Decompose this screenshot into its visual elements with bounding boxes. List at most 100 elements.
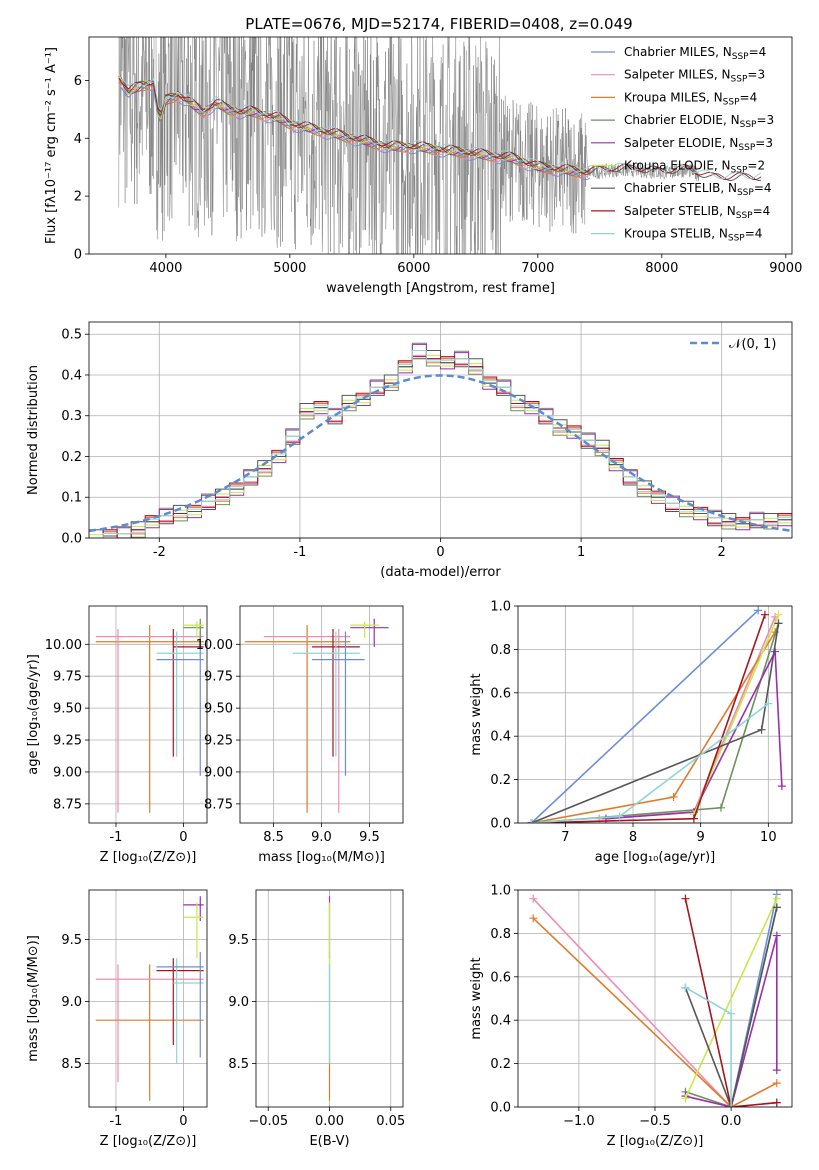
y-tick-label: 0.8 (490, 643, 511, 658)
axes-frame (88, 321, 793, 539)
x-tick-label: 8.5 (263, 830, 284, 845)
y-tick-label: 0 (74, 248, 82, 263)
legend-label-sub: SSP (731, 75, 748, 85)
y-tick-label: 0.3 (61, 409, 82, 424)
histogram-kroupa_stelib (89, 350, 792, 538)
legend-label-sub: SSP (736, 211, 753, 221)
axes-frame (88, 889, 208, 1108)
weight-marker (772, 1079, 781, 1088)
legend-label-main: Salpeter STELIB, N (624, 204, 736, 218)
legend-label-sub: SSP (740, 120, 757, 130)
x-tick-label: 6000 (397, 261, 430, 276)
y-tick-label: 1.0 (490, 600, 511, 615)
legend-label: Salpeter MILES, NSSP=3 (624, 68, 765, 85)
legend-label-main: Chabrier ELODIE, N (624, 113, 740, 127)
panel-residuals: -2 -1 0 1 2 0.0 0.1 0.2 0.3 0.4 0.5 (data-model)/er… (26, 321, 793, 580)
panel-weight_vs_age: 7 8 9 10 0.0 0.2 0.4 0.6 0.8 1.0 age [log₁₀(age/yr… (469, 600, 793, 865)
legend-label-tail: =3 (755, 136, 773, 150)
x-tick-label: 5000 (273, 261, 306, 276)
y-tick-label: 6 (74, 74, 82, 89)
x-tick-label: 0.00 (315, 1114, 344, 1129)
legend-label-tail: =4 (753, 204, 771, 218)
y-tick-label: 9.0 (228, 995, 249, 1010)
plot-area (244, 618, 389, 813)
weight-marker (727, 1103, 736, 1107)
legend-label-tail: =4 (745, 227, 763, 241)
legend: Chabrier MILES, NSSP=4 Salpeter MILES, NS… (591, 45, 774, 244)
legend-label: Salpeter STELIB, NSSP=4 (624, 204, 770, 221)
weight-marker (669, 792, 678, 801)
y-axis-label: Normed distribution (26, 365, 41, 495)
legend-label-sub: SSP (731, 166, 748, 176)
x-tick-label: 1 (577, 545, 585, 560)
y-tick-label: 9.00 (204, 765, 233, 780)
y-tick-label: 0.0 (490, 1101, 511, 1116)
x-tick-label: -1 (109, 1114, 122, 1129)
x-axis-label: wavelength [Angstrom, rest frame] (326, 281, 555, 296)
y-tick-label: 1.0 (490, 884, 511, 899)
weight-marker (774, 610, 783, 619)
panel-age_vs_mass: 8.5 9.0 9.5 8.75 9.00 9.25 9.50 9.75 10.00 mass [… (196, 605, 404, 865)
y-tick-label: 2 (74, 190, 82, 205)
plot-area (527, 606, 786, 823)
weight-marker (689, 814, 698, 823)
legend-label-tail: =4 (749, 45, 767, 59)
weight-marker (772, 903, 781, 912)
x-tick-label: 0 (179, 830, 187, 845)
legend-label-tail: =2 (747, 159, 765, 173)
panel-mass_vs_z: -1 0 8.5 9.0 9.5 Z [log₁₀(Z/Z⊙)] mass [log₁₀(M… (26, 889, 208, 1149)
weight-line-kroupa_miles (532, 917, 778, 1107)
x-tick-label: −0.5 (639, 1114, 671, 1129)
axes-frame (517, 889, 793, 1108)
y-tick-label: 9.50 (204, 702, 233, 717)
x-axis-label: E(B-V) (309, 1134, 349, 1149)
y-tick-label: 0.6 (490, 686, 511, 701)
legend-label-main: Chabrier STELIB, N (624, 181, 737, 195)
legend-label-main: Salpeter ELODIE, N (624, 136, 738, 150)
legend-label: Chabrier MILES, NSSP=4 (624, 45, 766, 62)
weight-line-salpeter_elodie (685, 935, 778, 1107)
legend-label: Kroupa STELIB, NSSP=4 (624, 227, 762, 244)
y-tick-label: 0.5 (61, 328, 82, 343)
weight-marker (760, 610, 769, 619)
y-tick-label: 0.2 (61, 450, 82, 465)
weight-marker (764, 699, 773, 708)
x-tick-label: 8000 (645, 261, 678, 276)
x-tick-label: 10 (760, 830, 777, 845)
x-tick-label: 7 (561, 830, 569, 845)
y-tick-label: 0.0 (61, 532, 82, 547)
data-spectrum-line (118, 37, 700, 254)
weight-marker (527, 819, 536, 823)
model-line-salpeter_elodie (118, 73, 591, 175)
panel-spectrum: 4000 5000 6000 7000 8000 9000 0 2 4 6 wavelength [… (44, 36, 802, 296)
weight-marker (681, 983, 690, 992)
weight-marker (774, 619, 783, 628)
legend-label-tail: =3 (747, 68, 765, 82)
x-tick-label: 8 (629, 830, 637, 845)
y-axis-label: mass [log₁₀(M/M⊙)] (26, 935, 41, 1062)
legend-label-tail: =4 (740, 90, 758, 104)
weight-marker (757, 725, 766, 734)
y-tick-label: 0.4 (490, 1014, 511, 1029)
y-tick-label: 9.25 (53, 734, 82, 749)
weight-marker (772, 1098, 781, 1107)
y-tick-label: 8.5 (61, 1057, 82, 1072)
plot-area (89, 342, 792, 538)
y-tick-label: 9.00 (53, 765, 82, 780)
weight-line-salpeter_elodie (605, 648, 783, 820)
x-tick-label: -2 (153, 545, 166, 560)
y-tick-label: 8.75 (53, 797, 82, 812)
axes-frame (517, 605, 793, 824)
legend-label-sub: SSP (732, 52, 749, 62)
x-tick-label: 7000 (521, 261, 554, 276)
y-tick-label: 0.1 (61, 491, 82, 506)
weight-line-kroupa_elodie (693, 614, 780, 815)
legend-label-sub: SSP (728, 234, 745, 244)
figure-title: PLATE=0676, MJD=52174, FIBERID=0408, z=0… (245, 15, 632, 33)
x-tick-label: −0.05 (248, 1114, 288, 1129)
weight-line-chabrier_stelib (684, 907, 778, 1107)
weight-marker (529, 914, 538, 923)
weight-marker (615, 812, 624, 821)
x-axis-label: Z [log₁₀(Z/Z⊙)] (607, 1134, 704, 1149)
